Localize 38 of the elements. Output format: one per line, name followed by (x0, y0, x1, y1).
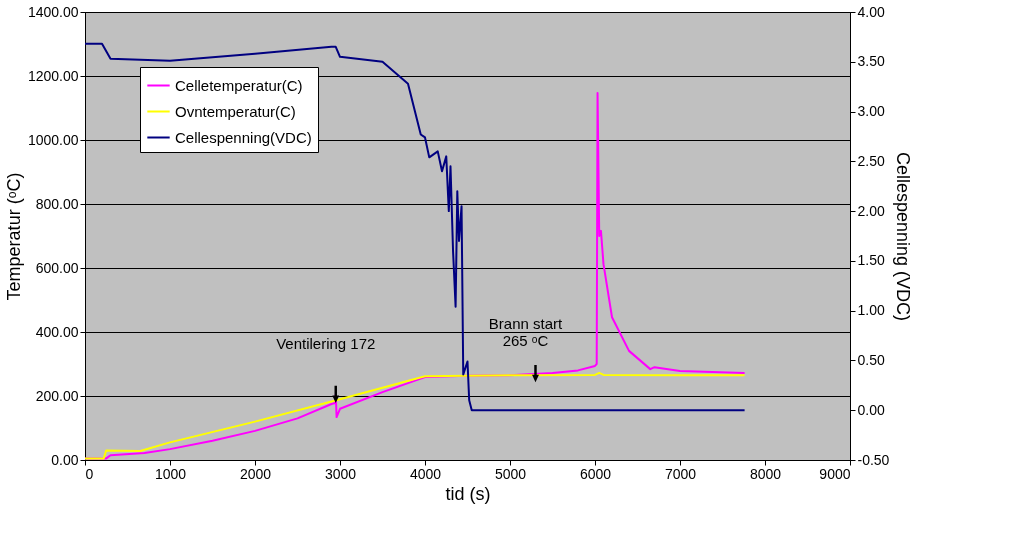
legend-label: Ovntemperatur(C) (175, 102, 296, 120)
annotation: Brann start 265 ᵒC (488, 314, 564, 349)
y2-tick-label: -0.50 (857, 451, 890, 468)
x-tick-label: 5000 (494, 465, 527, 482)
y-tick-label: 1400.00 (27, 3, 79, 20)
line-series (84, 42, 746, 412)
x-tick-label: 7000 (664, 465, 697, 482)
y2-tick-label: 0.00 (857, 401, 885, 418)
y2-tick-label: 2.00 (857, 202, 885, 219)
y-tick-label: 0.00 (51, 451, 79, 468)
y-tick-label: 400.00 (35, 323, 79, 340)
x-tick-label: 0 (85, 465, 94, 482)
y2-axis-title: Cellespenning (VDC) (893, 151, 914, 322)
legend-label: Cellespenning(VDC) (175, 128, 312, 146)
y2-tick-label: 3.00 (857, 103, 885, 120)
y-axis-title: Temperatur (ᵒC) (3, 172, 24, 301)
x-axis-title: tid (s) (445, 483, 491, 504)
y2-tick-label: 1.50 (857, 252, 885, 269)
x-tick-label: 9000 (819, 465, 851, 482)
y2-tick-label: 3.50 (857, 53, 885, 70)
y-tick-label: 600.00 (35, 259, 79, 276)
annotation: Ventilering 172 (276, 335, 376, 353)
y-tick-label: 1200.00 (27, 67, 79, 84)
x-tick-label: 8000 (749, 465, 782, 482)
x-tick-label: 1000 (154, 465, 187, 482)
x-tick-label: 2000 (239, 465, 272, 482)
y2-tick-label: 1.00 (857, 302, 885, 319)
y-tick-label: 1000.00 (27, 131, 79, 148)
x-tick-label: 6000 (579, 465, 612, 482)
y2-tick-label: 4.00 (857, 3, 885, 20)
y2-tick-label: 2.50 (857, 152, 885, 169)
y2-tick-label: 0.50 (857, 351, 885, 368)
x-tick-label: 3000 (324, 465, 357, 482)
line-series (84, 371, 746, 460)
y-tick-label: 800.00 (35, 195, 79, 212)
y-tick-label: 200.00 (35, 387, 79, 404)
x-tick-label: 4000 (409, 465, 442, 482)
legend-label: Celletemperatur(C) (175, 76, 303, 94)
